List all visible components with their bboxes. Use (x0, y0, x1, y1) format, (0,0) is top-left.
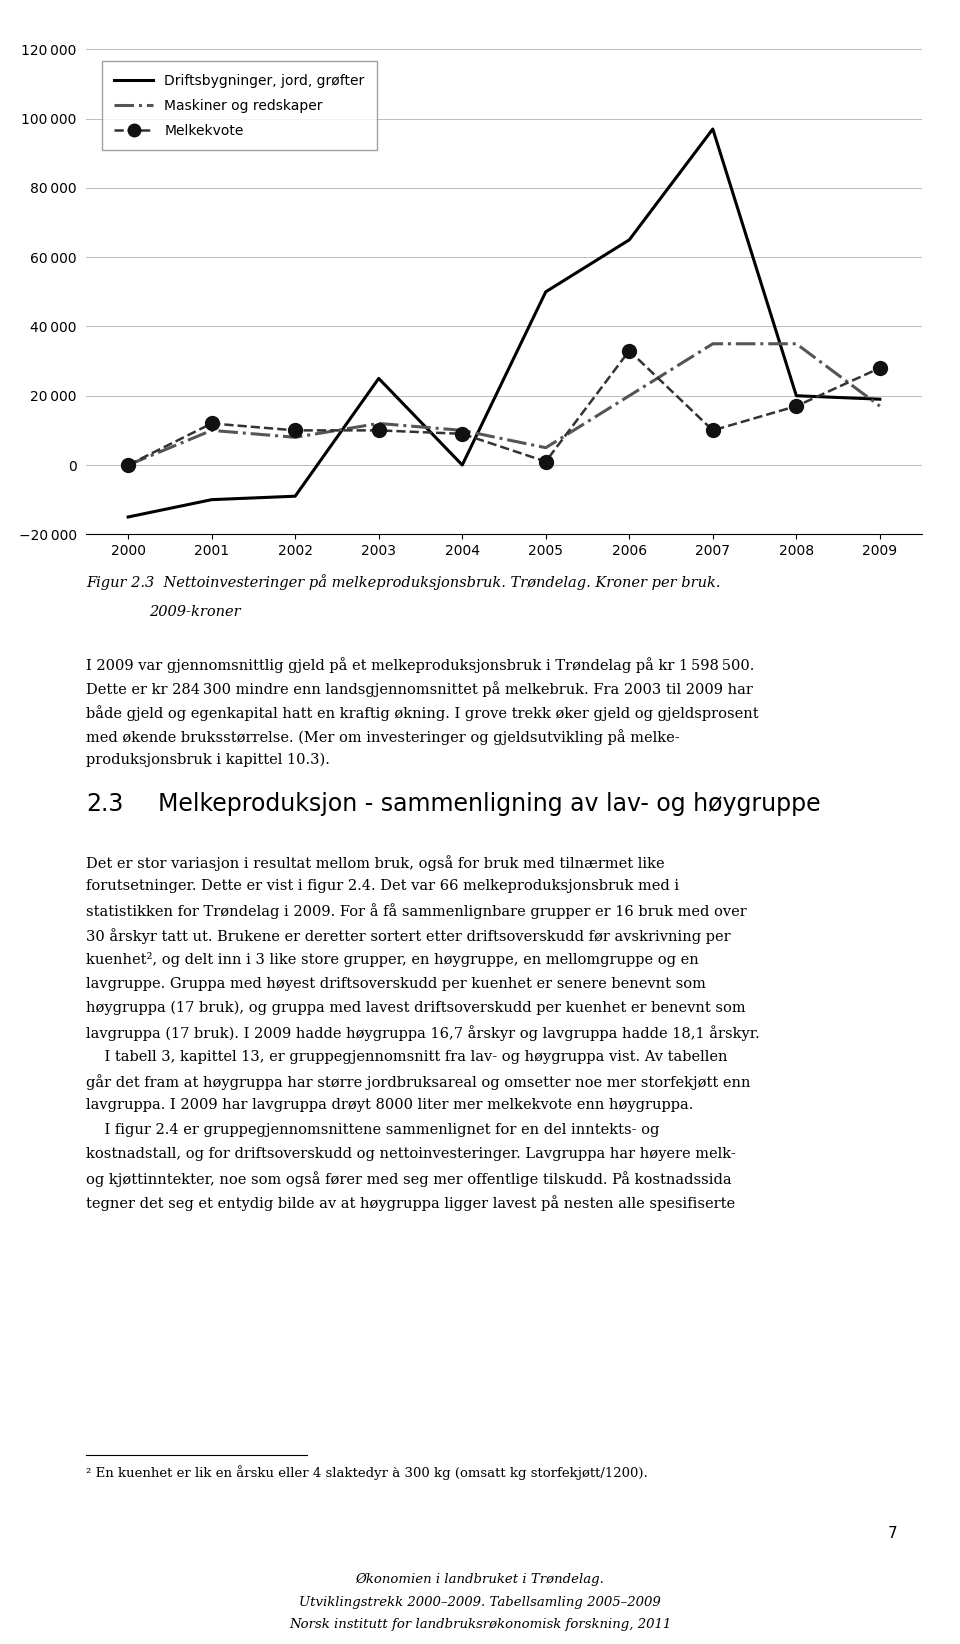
Text: Norsk institutt for landbruksrøkonomisk forskning, 2011: Norsk institutt for landbruksrøkonomisk … (289, 1618, 671, 1631)
Legend: Driftsbygninger, jord, grøfter, Maskiner og redskaper, Melkekvote: Driftsbygninger, jord, grøfter, Maskiner… (102, 61, 377, 150)
Text: både gjeld og egenkapital hatt en kraftig økning. I grove trekk øker gjeld og gj: både gjeld og egenkapital hatt en krafti… (86, 705, 759, 722)
Text: Dette er kr 284 300 mindre enn landsgjennomsnittet på melkebruk. Fra 2003 til 20: Dette er kr 284 300 mindre enn landsgjen… (86, 681, 754, 697)
Text: kostnadstall, og for driftsoverskudd og nettoinvesteringer. Lavgruppa har høyere: kostnadstall, og for driftsoverskudd og … (86, 1148, 736, 1161)
Text: lavgruppe. Gruppa med høyest driftsoverskudd per kuenhet er senere benevnt som: lavgruppe. Gruppa med høyest driftsovers… (86, 977, 707, 991)
Text: høygruppa (17 bruk), og gruppa med lavest driftsoverskudd per kuenhet er benevnt: høygruppa (17 bruk), og gruppa med laves… (86, 1001, 746, 1016)
Text: I 2009 var gjennomsnittlig gjeld på et melkeproduksjonsbruk i Trøndelag på kr 1 : I 2009 var gjennomsnittlig gjeld på et m… (86, 658, 755, 674)
Text: 2.3: 2.3 (86, 792, 124, 817)
Text: kuenhet², og delt inn i 3 like store grupper, en høygruppe, en mellomgruppe og e: kuenhet², og delt inn i 3 like store gru… (86, 952, 699, 967)
Text: Det er stor variasjon i resultat mellom bruk, også for bruk med tilnærmet like: Det er stor variasjon i resultat mellom … (86, 855, 665, 871)
Text: Økonomien i landbruket i Trøndelag.: Økonomien i landbruket i Trøndelag. (355, 1573, 605, 1586)
Text: forutsetninger. Dette er vist i figur 2.4. Det var 66 melkeproduksjonsbruk med i: forutsetninger. Dette er vist i figur 2.… (86, 880, 680, 893)
Text: I tabell 3, kapittel 13, er gruppegjennomsnitt fra lav- og høygruppa vist. Av ta: I tabell 3, kapittel 13, er gruppegjenno… (86, 1049, 728, 1064)
Text: lavgruppa (17 bruk). I 2009 hadde høygruppa 16,7 årskyr og lavgruppa hadde 18,1 : lavgruppa (17 bruk). I 2009 hadde høygru… (86, 1026, 760, 1041)
Text: I figur 2.4 er gruppegjennomsnittene sammenlignet for en del inntekts- og: I figur 2.4 er gruppegjennomsnittene sam… (86, 1123, 660, 1136)
Text: lavgruppa. I 2009 har lavgruppa drøyt 8000 liter mer melkekvote enn høygruppa.: lavgruppa. I 2009 har lavgruppa drøyt 80… (86, 1098, 694, 1113)
Text: 7: 7 (888, 1526, 898, 1540)
Text: statistikken for Trøndelag i 2009. For å få sammenlignbare grupper er 16 bruk me: statistikken for Trøndelag i 2009. For å… (86, 904, 747, 919)
Text: går det fram at høygruppa har større jordbruksareal og omsetter noe mer storfekj: går det fram at høygruppa har større jor… (86, 1074, 751, 1090)
Text: produksjonsbruk i kapittel 10.3).: produksjonsbruk i kapittel 10.3). (86, 753, 330, 768)
Text: Figur 2.3  Nettoinvesteringer på melkeproduksjonsbruk. Trøndelag. Kroner per bru: Figur 2.3 Nettoinvesteringer på melkepro… (86, 574, 721, 590)
Text: 30 årskyr tatt ut. Brukene er deretter sortert etter driftsoverskudd før avskriv: 30 årskyr tatt ut. Brukene er deretter s… (86, 927, 731, 944)
Text: Melkeproduksjon - sammenligning av lav- og høygruppe: Melkeproduksjon - sammenligning av lav- … (158, 792, 821, 817)
Text: 2009-kroner: 2009-kroner (149, 605, 240, 620)
Text: ² En kuenhet er lik en årsku eller 4 slaktedyr à 300 kg (omsatt kg storfekjøtt/1: ² En kuenhet er lik en årsku eller 4 sla… (86, 1465, 648, 1480)
Text: og kjøttinntekter, noe som også fører med seg mer offentlige tilskudd. På kostna: og kjøttinntekter, noe som også fører me… (86, 1171, 732, 1187)
Text: tegner det seg et entydig bilde av at høygruppa ligger lavest på nesten alle spe: tegner det seg et entydig bilde av at hø… (86, 1195, 735, 1212)
Text: med økende bruksstørrelse. (Mer om investeringer og gjeldsutvikling på melke-: med økende bruksstørrelse. (Mer om inves… (86, 730, 680, 745)
Text: Utviklingstrekk 2000–2009. Tabellsamling 2005–2009: Utviklingstrekk 2000–2009. Tabellsamling… (300, 1596, 660, 1609)
